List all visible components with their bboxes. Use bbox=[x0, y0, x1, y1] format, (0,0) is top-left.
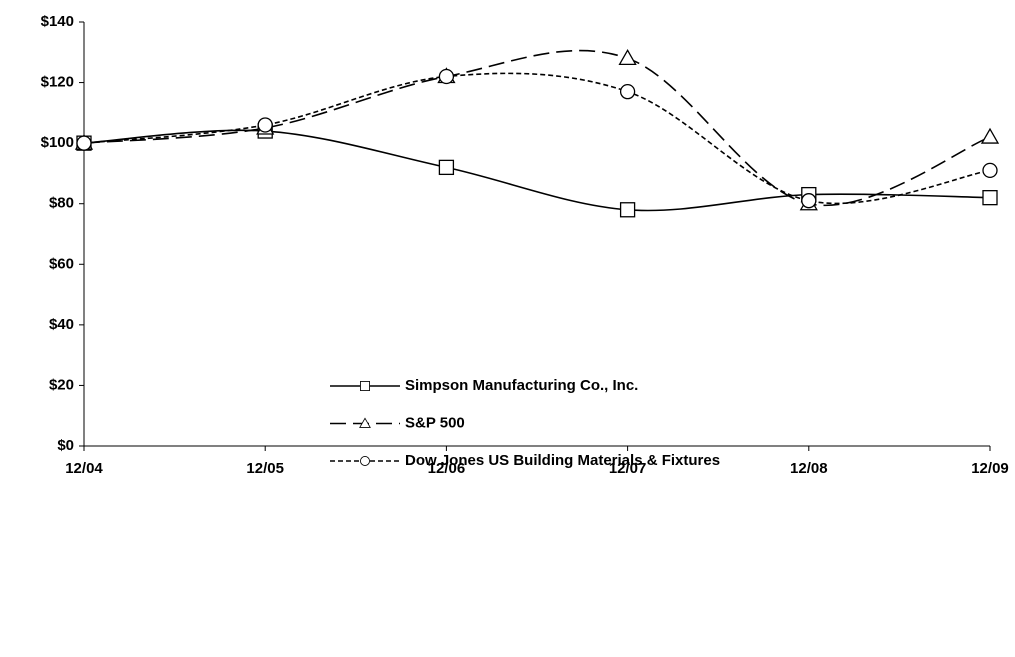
y-tick-label: $0 bbox=[57, 437, 74, 454]
legend-marker bbox=[359, 417, 371, 428]
x-tick-label: 12/04 bbox=[65, 460, 103, 477]
legend-marker bbox=[360, 381, 370, 391]
data-point bbox=[982, 190, 998, 206]
y-tick-label: $40 bbox=[49, 316, 74, 333]
data-point bbox=[257, 117, 273, 133]
x-tick-label: 12/09 bbox=[971, 460, 1009, 477]
data-point bbox=[618, 49, 637, 65]
y-tick-label: $120 bbox=[41, 74, 74, 91]
data-point bbox=[438, 68, 455, 85]
x-tick-label: 12/05 bbox=[246, 460, 284, 477]
data-point bbox=[619, 84, 636, 100]
y-tick-label: $80 bbox=[49, 195, 74, 212]
legend-label: Dow Jones US Building Materials & Fixtur… bbox=[405, 452, 720, 469]
legend-label: S&P 500 bbox=[405, 414, 465, 431]
x-tick-label: 12/08 bbox=[790, 460, 828, 477]
data-point bbox=[801, 193, 817, 209]
y-tick-label: $60 bbox=[49, 255, 74, 272]
legend-marker bbox=[360, 456, 370, 466]
y-tick-label: $20 bbox=[49, 376, 74, 393]
series-line bbox=[83, 49, 991, 207]
legend-label: Simpson Manufacturing Co., Inc. bbox=[405, 377, 638, 394]
y-tick-label: $100 bbox=[41, 134, 74, 151]
data-point bbox=[76, 135, 92, 151]
data-point bbox=[980, 127, 1000, 144]
series-line bbox=[83, 129, 991, 212]
data-point bbox=[438, 159, 455, 176]
x-tick-label: 12/07 bbox=[609, 460, 647, 477]
y-tick-label: $140 bbox=[41, 13, 74, 30]
data-point bbox=[619, 202, 636, 218]
data-point bbox=[982, 162, 998, 179]
x-tick-label: 12/06 bbox=[428, 460, 466, 477]
series-line bbox=[83, 72, 991, 205]
